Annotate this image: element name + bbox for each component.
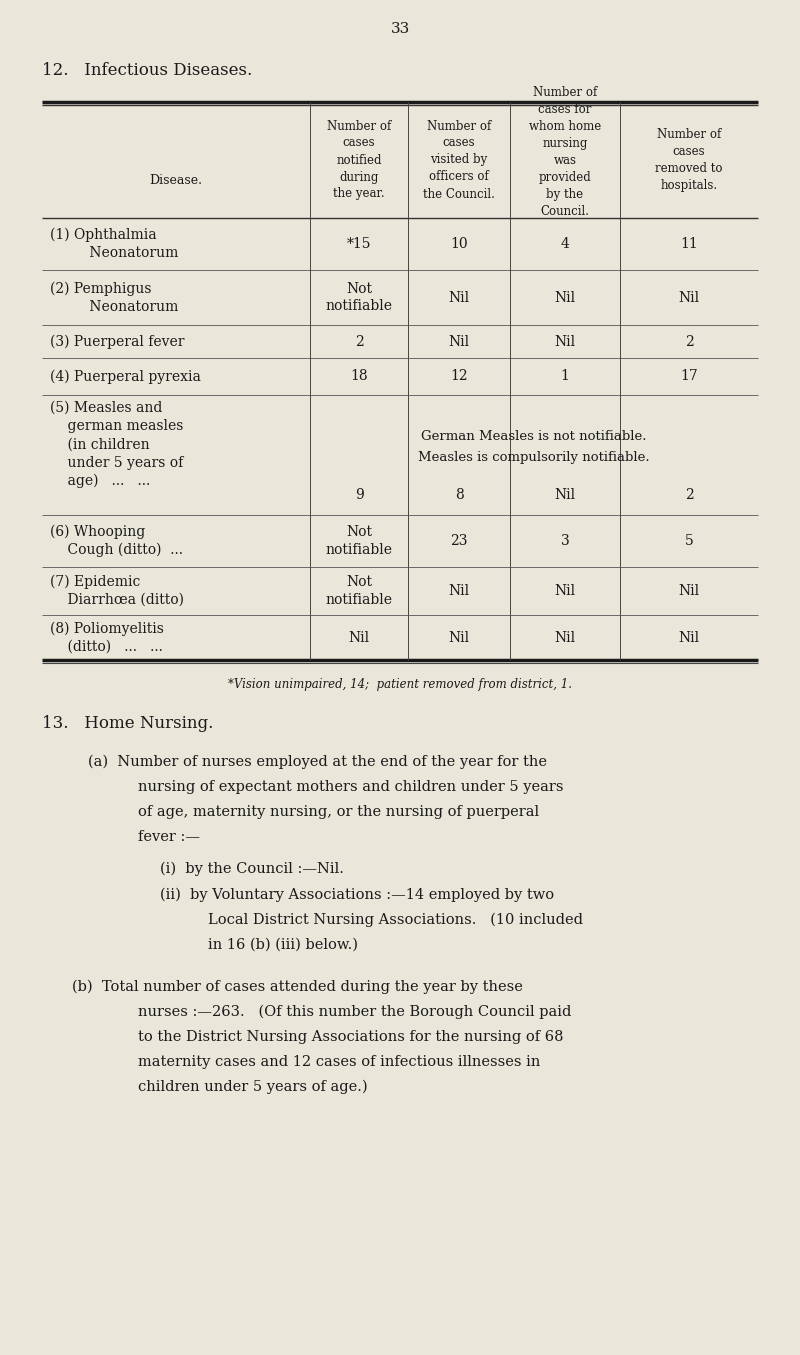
Text: Not
notifiable: Not notifiable [326,282,393,313]
Text: Local District Nursing Associations.   (10 included: Local District Nursing Associations. (10… [208,913,583,927]
Text: 2: 2 [685,488,694,501]
Text: (8) Poliomyelitis
    (ditto)   ...   ...: (8) Poliomyelitis (ditto) ... ... [50,622,164,653]
Text: 1: 1 [561,370,570,383]
Text: Nil: Nil [449,630,470,645]
Text: Nil: Nil [449,335,470,348]
Text: *Vision unimpaired, 14;  patient removed from district, 1.: *Vision unimpaired, 14; patient removed … [228,678,572,691]
Text: Nil: Nil [678,630,699,645]
Text: 8: 8 [454,488,463,501]
Text: Nil: Nil [678,290,699,305]
Text: Nil: Nil [554,335,575,348]
Text: Number of
cases
notified
during
the year.: Number of cases notified during the year… [327,119,391,201]
Text: (a)  Number of nurses employed at the end of the year for the: (a) Number of nurses employed at the end… [88,755,547,770]
Text: Number of
cases for
whom home
nursing
was
provided
by the
Council.: Number of cases for whom home nursing wa… [529,85,601,218]
Text: 2: 2 [354,335,363,348]
Text: 23: 23 [450,534,468,547]
Text: 5: 5 [685,534,694,547]
Text: Nil: Nil [554,488,575,501]
Text: (ii)  by Voluntary Associations :—14 employed by two: (ii) by Voluntary Associations :—14 empl… [160,888,554,902]
Text: 11: 11 [680,237,698,251]
Text: 4: 4 [561,237,570,251]
Text: Nil: Nil [349,630,370,645]
Text: Not
notifiable: Not notifiable [326,526,393,557]
Text: maternity cases and 12 cases of infectious illnesses in: maternity cases and 12 cases of infectio… [138,1056,540,1069]
Text: Nil: Nil [554,290,575,305]
Text: Not
notifiable: Not notifiable [326,576,393,607]
Text: 10: 10 [450,237,468,251]
Text: Disease.: Disease. [150,173,202,187]
Text: Nil: Nil [554,630,575,645]
Text: Nil: Nil [449,584,470,598]
Text: in 16 (b) (iii) below.): in 16 (b) (iii) below.) [208,938,358,953]
Text: 9: 9 [354,488,363,501]
Text: 2: 2 [685,335,694,348]
Text: (7) Epidemic
    Diarrhœa (ditto): (7) Epidemic Diarrhœa (ditto) [50,575,184,607]
Text: of age, maternity nursing, or the nursing of puerperal: of age, maternity nursing, or the nursin… [138,805,539,818]
Text: (6) Whooping
    Cough (ditto)  ...: (6) Whooping Cough (ditto) ... [50,524,183,557]
Text: children under 5 years of age.): children under 5 years of age.) [138,1080,368,1095]
Text: (i)  by the Council :—Nil.: (i) by the Council :—Nil. [160,862,344,877]
Text: Nil: Nil [554,584,575,598]
Text: Nil: Nil [678,584,699,598]
Text: fever :—: fever :— [138,831,200,844]
Text: German Measles is not notifiable.: German Measles is not notifiable. [422,431,646,443]
Text: (4) Puerperal pyrexia: (4) Puerperal pyrexia [50,370,201,383]
Text: 17: 17 [680,370,698,383]
Text: (3) Puerperal fever: (3) Puerperal fever [50,335,185,348]
Text: 33: 33 [390,22,410,37]
Text: (1) Ophthalmia
         Neonatorum: (1) Ophthalmia Neonatorum [50,228,178,260]
Text: Number of
cases
removed to
hospitals.: Number of cases removed to hospitals. [655,127,722,192]
Text: Measles is compulsorily notifiable.: Measles is compulsorily notifiable. [418,450,650,463]
Text: 13.   Home Nursing.: 13. Home Nursing. [42,715,214,732]
Text: Number of
cases
visited by
officers of
the Council.: Number of cases visited by officers of t… [423,119,495,201]
Text: (2) Pemphigus
         Neonatorum: (2) Pemphigus Neonatorum [50,282,178,313]
Text: 3: 3 [561,534,570,547]
Text: Nil: Nil [449,290,470,305]
Text: *15: *15 [346,237,371,251]
Text: nursing of expectant mothers and children under 5 years: nursing of expectant mothers and childre… [138,780,563,794]
Text: nurses :—263.   (Of this number the Borough Council paid: nurses :—263. (Of this number the Boroug… [138,1005,571,1019]
Text: 18: 18 [350,370,368,383]
Text: (5) Measles and
    german measles
    (in children
    under 5 years of
    age: (5) Measles and german measles (in child… [50,401,183,488]
Text: 12: 12 [450,370,468,383]
Text: 12.   Infectious Diseases.: 12. Infectious Diseases. [42,62,252,79]
Text: (b)  Total number of cases attended during the year by these: (b) Total number of cases attended durin… [72,980,523,995]
Text: to the District Nursing Associations for the nursing of 68: to the District Nursing Associations for… [138,1030,563,1043]
